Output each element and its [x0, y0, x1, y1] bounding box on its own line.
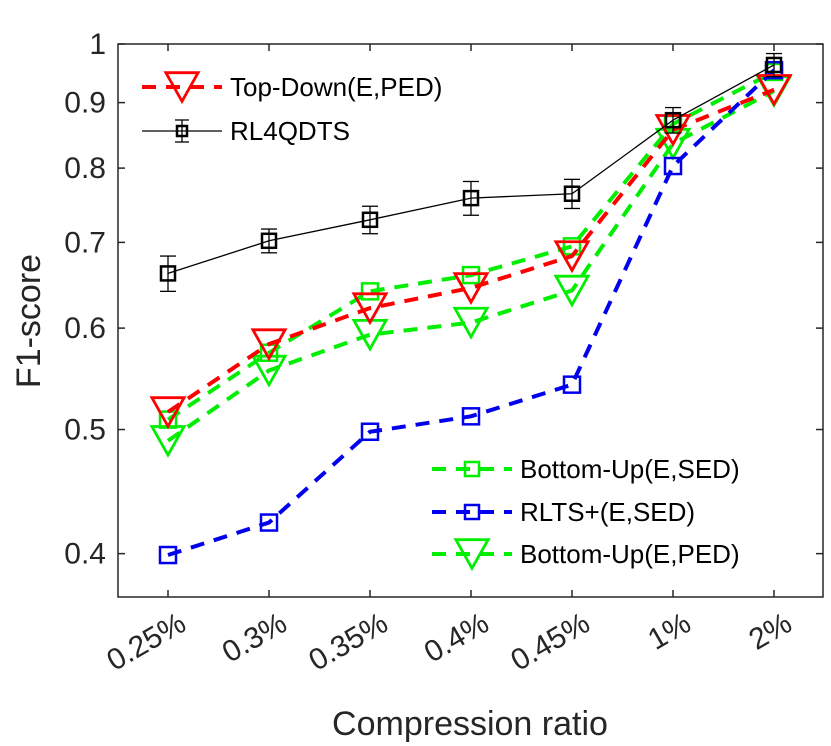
y-tick-label: 0.7 [64, 226, 106, 259]
data-point [452, 306, 490, 340]
legend-label: Bottom-Up(E,SED) [520, 454, 740, 484]
legend-marker [463, 503, 481, 521]
legend-label: RLTS+(E,SED) [520, 497, 695, 527]
data-point [553, 240, 591, 274]
legend-entry-rl4qdts: RL4QDTS [142, 116, 350, 146]
legend-label: Top-Down(E,PED) [230, 72, 442, 102]
data-point [462, 189, 480, 207]
x-tick-label: 0.25% [101, 606, 191, 677]
y-tick-label: 0.5 [64, 414, 106, 447]
x-axis-title: Compression ratio [332, 705, 608, 743]
x-tick-label: 0.45% [505, 606, 595, 677]
series-rl4qdts [159, 52, 783, 293]
x-tick-label: 0.35% [303, 606, 393, 677]
legend-entry-rlts-e-sed: RLTS+(E,SED) [432, 497, 695, 527]
y-tick-label: 0.4 [64, 538, 106, 571]
data-point [260, 232, 278, 250]
data-point [351, 292, 389, 326]
data-point [562, 375, 582, 394]
y-axis-title: F1-score [10, 254, 48, 388]
data-point [663, 156, 683, 176]
y-tick-label: 0.6 [64, 312, 106, 345]
data-point [250, 328, 288, 362]
data-point [563, 185, 581, 202]
data-point [360, 282, 380, 301]
legend-label: Bottom-Up(E,PED) [520, 539, 740, 569]
data-point [452, 272, 490, 306]
x-tick-label: 1% [642, 606, 696, 656]
data-point [159, 265, 177, 282]
legend-marker [163, 71, 201, 105]
y-tick-label: 1 [89, 28, 106, 61]
series-line [166, 87, 775, 414]
data-point [259, 513, 279, 532]
data-point [553, 274, 591, 308]
series-layer [149, 52, 793, 565]
legend-label: RL4QDTS [230, 116, 350, 146]
x-tick-label: 0.3% [217, 606, 293, 669]
x-tick-label: 2% [743, 606, 797, 656]
data-point [149, 396, 187, 430]
y-tick-label: 0.8 [64, 152, 106, 185]
legend-marker [175, 124, 189, 138]
series-line [166, 89, 775, 443]
data-point [361, 211, 379, 229]
data-point [158, 545, 178, 565]
data-point [461, 407, 481, 426]
legend-entry-bottom-up-e-sed: Bottom-Up(E,SED) [432, 454, 740, 484]
legend-marker [453, 538, 491, 572]
y-tick-label: 0.9 [64, 87, 106, 120]
data-point [664, 111, 682, 129]
legend: Top-Down(E,PED) RL4QDTS Bottom-Up(E,SED) RL… [142, 71, 740, 572]
x-tick-label: 0.4% [419, 606, 495, 669]
series-line [167, 68, 776, 557]
plot-area [117, 43, 824, 598]
data-point [765, 56, 783, 74]
legend-marker [463, 460, 481, 478]
data-point [461, 265, 481, 285]
legend-entry-top-down-e-ped: Top-Down(E,PED) [142, 71, 442, 105]
legend-entry-bottom-up-e-ped: Bottom-Up(E,PED) [432, 538, 740, 572]
data-point [360, 422, 380, 442]
